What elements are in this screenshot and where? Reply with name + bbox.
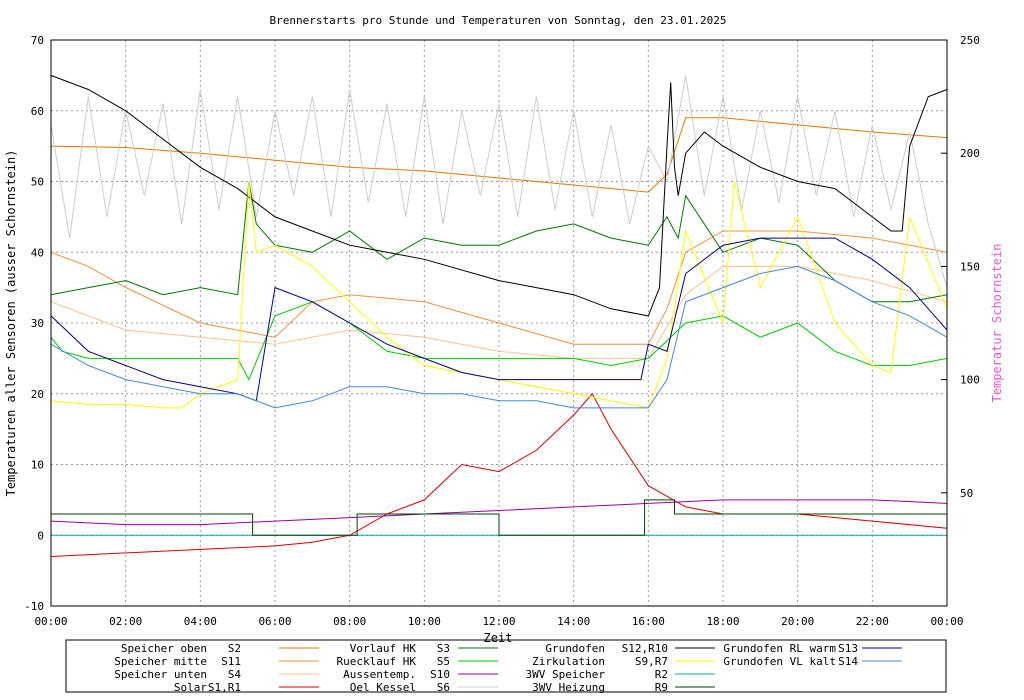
legend-sensor: S5 — [437, 655, 450, 668]
series-line — [50, 74, 948, 317]
y-axis-label: Temperaturen aller Sensoren (ausser Scho… — [4, 150, 18, 497]
legend: Speicher oben S2 Speicher mitte S11 Speicher… — [114, 642, 902, 694]
legend-label: Speicher mitte — [114, 655, 207, 668]
legend-sensor: S1,R1 — [208, 681, 241, 694]
x-axis-label: Zeit — [484, 631, 513, 645]
legend-label: Grundofen — [545, 642, 605, 655]
legend-label: Solar — [174, 681, 207, 694]
legend-label: Oel Kessel — [350, 681, 416, 694]
legend-sensor: S12,R10 — [622, 642, 668, 655]
y2-tick-label: 50 — [960, 487, 973, 500]
y-tick-label: 40 — [31, 246, 44, 259]
series-line — [51, 499, 947, 536]
plot-frame — [50, 39, 948, 607]
legend-sensor: S11 — [221, 655, 241, 668]
x-tick-label: 10:00 — [408, 615, 441, 628]
x-tick-label: 14:00 — [557, 615, 590, 628]
x-tick-label: 00:00 — [930, 615, 963, 628]
plot-area — [50, 74, 948, 557]
x-tick-label: 04:00 — [184, 615, 217, 628]
y-axis-ticks: -10 0 10 20 30 40 50 60 70 — [24, 34, 44, 613]
legend-frame — [65, 639, 947, 693]
series-line — [50, 230, 948, 345]
legend-label: Vorlauf HK — [350, 642, 417, 655]
y-tick-label: -10 — [24, 600, 44, 613]
y-tick-label: 70 — [31, 34, 44, 47]
x-axis-ticks: 00:00 02:00 04:00 06:00 08:00 10:00 12:00 14:00… — [34, 615, 963, 628]
y2-tick-label: 150 — [960, 260, 980, 273]
x-tick-label: 00:00 — [34, 615, 67, 628]
y-tick-label: 10 — [31, 459, 44, 472]
series-line — [50, 265, 948, 409]
x-tick-label: 08:00 — [333, 615, 366, 628]
legend-label: Zirkulation — [532, 655, 605, 668]
x-tick-label: 18:00 — [706, 615, 739, 628]
legend-sensor: S3 — [437, 642, 450, 655]
legend-label: Speicher oben — [121, 642, 207, 655]
y2-tick-label: 250 — [960, 34, 980, 47]
legend-label: Aussentemp. — [343, 668, 416, 681]
legend-label: Speicher unten — [114, 668, 207, 681]
x-tick-label: 20:00 — [781, 615, 814, 628]
legend-label: Grundofen RL warm — [723, 642, 836, 655]
legend-sensor: R2 — [655, 668, 668, 681]
y-tick-label: 20 — [31, 388, 44, 401]
series-line — [50, 117, 948, 193]
legend-label: 3WV Heizung — [532, 681, 605, 694]
series-line — [50, 75, 948, 288]
x-tick-label: 16:00 — [632, 615, 665, 628]
y-tick-label: 60 — [31, 105, 44, 118]
legend-sensor: S6 — [437, 681, 450, 694]
series-line — [50, 301, 948, 381]
y2-axis-label: Temperatur Schornstein — [990, 244, 1004, 403]
series-line — [50, 392, 948, 557]
series-line — [50, 237, 948, 402]
legend-label: 3WV Speicher — [526, 668, 606, 681]
x-tick-label: 06:00 — [258, 615, 291, 628]
series-line — [50, 181, 948, 303]
y2-tick-label: 100 — [960, 374, 980, 387]
legend-label: Ruecklauf HK — [337, 655, 417, 668]
legend-sensor: S13 — [838, 642, 858, 655]
legend-sensor: S14 — [838, 655, 858, 668]
y-tick-label: 0 — [37, 529, 44, 542]
legend-label: Grundofen VL kalt — [723, 655, 836, 668]
x-tick-label: 02:00 — [109, 615, 142, 628]
series-line — [50, 265, 948, 359]
legend-sensor: S4 — [228, 668, 242, 681]
chart-title: Brennerstarts pro Stunde und Temperature… — [270, 14, 727, 27]
y-tick-label: 50 — [31, 176, 44, 189]
y-tick-label: 30 — [31, 317, 44, 330]
x-tick-label: 12:00 — [482, 615, 515, 628]
legend-sensor: R9 — [655, 681, 668, 694]
legend-sensor: S9,R7 — [635, 655, 668, 668]
series-line — [50, 499, 948, 526]
y2-axis-ticks: 50 100 150 200 250 — [941, 34, 980, 500]
legend-sensor: S10 — [430, 668, 450, 681]
legend-sensor: S2 — [228, 642, 241, 655]
x-tick-label: 22:00 — [856, 615, 889, 628]
y2-tick-label: 200 — [960, 147, 980, 160]
